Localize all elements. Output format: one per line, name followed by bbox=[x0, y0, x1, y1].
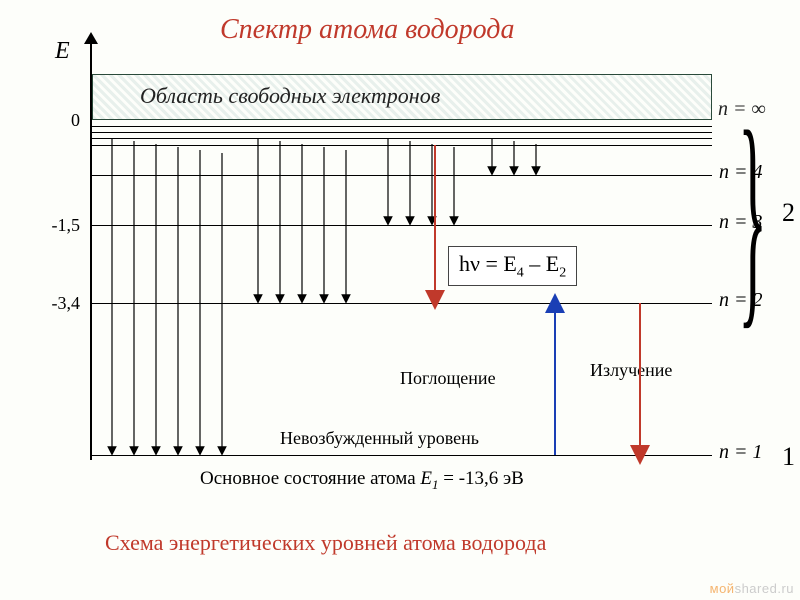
absorption-label: Поглощение bbox=[400, 368, 496, 389]
y-tick-label: -3,4 bbox=[30, 293, 80, 314]
scheme-caption: Схема энергетических уровней атома водор… bbox=[105, 530, 546, 556]
energy-level-inf3 bbox=[92, 138, 712, 139]
free-region-label: Область свободных электронов bbox=[140, 83, 440, 109]
ground-state-caption: Основное состояние атома E1 = -13,6 эВ bbox=[200, 468, 524, 493]
energy-level-label-n1: n = 1 bbox=[719, 441, 763, 464]
photon-energy-equation: hν = E4 – E2 bbox=[448, 246, 577, 286]
energy-level-inf1 bbox=[92, 126, 712, 127]
ground-group-number: 1 bbox=[782, 442, 795, 472]
emission-label: Излучение bbox=[590, 360, 672, 381]
energy-level-inf2 bbox=[92, 132, 712, 133]
y-tick-label: 0 bbox=[30, 110, 80, 131]
energy-level-n4 bbox=[92, 175, 712, 176]
excited-group-number: 2 bbox=[782, 198, 795, 228]
y-axis-label: E bbox=[55, 38, 70, 65]
energy-level-n2 bbox=[92, 303, 712, 304]
diagram-title: Спектр атома водорода bbox=[220, 14, 514, 46]
watermark: мойshared.ru bbox=[710, 581, 794, 596]
y-tick-label: -1,5 bbox=[30, 215, 80, 236]
energy-level-inf4 bbox=[92, 145, 712, 146]
energy-level-n3 bbox=[92, 225, 712, 226]
energy-level-n1 bbox=[92, 455, 712, 456]
y-axis-arrowhead bbox=[84, 32, 98, 44]
unexcited-level-label: Невозбужденный уровень bbox=[280, 428, 479, 449]
